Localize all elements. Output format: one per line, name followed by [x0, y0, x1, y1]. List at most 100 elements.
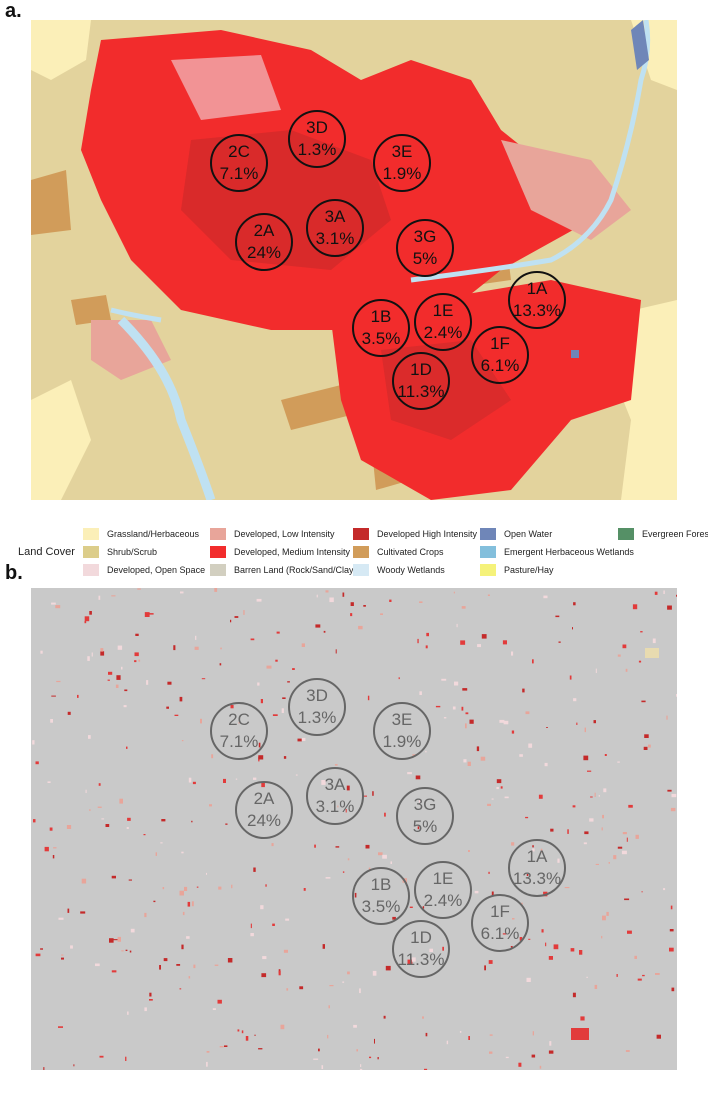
zone-id: 3G: [413, 795, 437, 814]
legend-label: Barren Land (Rock/Sand/Clay): [234, 565, 357, 575]
zone-percent: 1.9%: [382, 164, 422, 183]
legend-swatch: [480, 546, 496, 558]
legend-label: Developed High Intensity: [377, 529, 478, 539]
zone-circle-1b: 1B 3.5%: [352, 867, 410, 925]
zone-id: 2A: [253, 789, 275, 808]
legend-item: Developed, Medium Intensity: [210, 546, 350, 558]
zone-circle-3a: 3A 3.1%: [306, 767, 364, 825]
zone-percent: 3.5%: [361, 897, 401, 916]
legend-swatch: [83, 528, 99, 540]
zone-circle-3d: 3D 1.3%: [288, 110, 346, 168]
zone-percent: 5%: [412, 817, 438, 836]
zone-percent: 13.3%: [512, 301, 562, 320]
zone-circle-1d: 1D 11.3%: [392, 352, 450, 410]
legend-swatch: [480, 528, 496, 540]
zone-circle-1d: 1D 11.3%: [392, 920, 450, 978]
zone-circle-3d: 3D 1.3%: [288, 678, 346, 736]
zone-id: 1B: [370, 875, 392, 894]
legend-item: Shrub/Scrub: [83, 546, 157, 558]
legend-swatch: [210, 528, 226, 540]
legend-swatch: [210, 564, 226, 576]
legend-item: Grassland/Herbaceous: [83, 528, 199, 540]
zone-percent: 6.1%: [480, 924, 520, 943]
legend-label: Developed, Open Space: [107, 565, 206, 575]
zone-percent: 3.1%: [315, 229, 355, 248]
zone-circle-2a: 2A 24%: [235, 213, 293, 271]
zone-id: 2C: [228, 142, 250, 161]
zone-percent: 1.3%: [297, 140, 337, 159]
zone-percent: 5%: [412, 249, 438, 268]
panel-a-label: a.: [5, 0, 22, 22]
legend-label: Grassland/Herbaceous: [107, 529, 200, 539]
zone-circle-3e: 3E 1.9%: [373, 702, 431, 760]
zone-id: 3A: [324, 207, 346, 226]
legend-swatch: [353, 564, 369, 576]
legend-label: Evergreen Forest: [642, 529, 708, 539]
zone-id: 3D: [306, 686, 328, 705]
legend-title: Land Cover: [18, 546, 75, 558]
zone-id: 2A: [253, 221, 275, 240]
change-pixels: [32, 588, 677, 1070]
legend-swatch: [83, 546, 99, 558]
zone-id: 1A: [526, 847, 548, 866]
zone-id: 3D: [306, 118, 328, 137]
zone-percent: 3.5%: [361, 329, 401, 348]
zone-id: 1F: [490, 902, 510, 921]
legend-label: Shrub/Scrub: [107, 547, 158, 557]
land-cover-shapes: [31, 20, 677, 500]
map-legend: Land Cover Grassland/Herbaceous Shrub/Sc…: [18, 528, 708, 583]
legend-swatch: [480, 564, 496, 576]
zone-id: 3A: [324, 775, 346, 794]
zone-circle-2a: 2A 24%: [235, 781, 293, 839]
zone-circle-2c: 2C 7.1%: [210, 702, 268, 760]
zone-percent: 7.1%: [219, 732, 259, 751]
legend-item: Woody Wetlands: [353, 564, 445, 576]
zone-percent: 13.3%: [512, 869, 562, 888]
zone-percent: 2.4%: [423, 323, 463, 342]
zone-id: 1D: [410, 360, 432, 379]
legend-swatch: [618, 528, 634, 540]
legend-item: Developed High Intensity: [353, 528, 477, 540]
zone-circle-3a: 3A 3.1%: [306, 199, 364, 257]
zone-id: 3E: [391, 710, 413, 729]
zone-percent: 7.1%: [219, 164, 259, 183]
zone-id: 1F: [490, 334, 510, 353]
legend-label: Open Water: [504, 529, 553, 539]
legend-label: Pasture/Hay: [504, 565, 554, 575]
legend-item: Emergent Herbaceous Wetlands: [480, 546, 634, 558]
legend-label: Emergent Herbaceous Wetlands: [504, 547, 634, 557]
zone-circle-1b: 1B 3.5%: [352, 299, 410, 357]
zone-percent: 24%: [246, 811, 282, 830]
zone-circle-3e: 3E 1.9%: [373, 134, 431, 192]
zone-circle-2c: 2C 7.1%: [210, 134, 268, 192]
panel-b-label: b.: [5, 562, 23, 584]
legend-swatch: [83, 564, 99, 576]
zone-id: 2C: [228, 710, 250, 729]
zone-id: 1D: [410, 928, 432, 947]
legend-swatch: [210, 546, 226, 558]
zone-circle-1e: 1E 2.4%: [414, 293, 472, 351]
zone-id: 3E: [391, 142, 413, 161]
legend-item: Developed, Low Intensity: [210, 528, 335, 540]
zone-id: 1E: [432, 301, 454, 320]
zone-percent: 2.4%: [423, 891, 463, 910]
zone-percent: 3.1%: [315, 797, 355, 816]
legend-item: Pasture/Hay: [480, 564, 554, 576]
legend-item: Cultivated Crops: [353, 546, 444, 558]
zone-percent: 24%: [246, 243, 282, 262]
legend-swatch: [353, 528, 369, 540]
zone-circle-3g: 3G 5%: [396, 787, 454, 845]
legend-item: Developed, Open Space: [83, 564, 205, 576]
zone-circle-3g: 3G 5%: [396, 219, 454, 277]
zone-id: 3G: [413, 227, 437, 246]
land-cover-map: 3D 1.3% 2C 7.1% 3E 1.9% 2A 24% 3A 3.1% 3G 5% 1A 13.3%…: [31, 20, 677, 500]
zone-id: 1B: [370, 307, 392, 326]
zone-percent: 11.3%: [397, 950, 445, 969]
zone-id: 1A: [526, 279, 548, 298]
legend-label: Developed, Low Intensity: [234, 529, 335, 539]
zone-percent: 1.9%: [382, 732, 422, 751]
zone-circle-1e: 1E 2.4%: [414, 861, 472, 919]
legend-item: Evergreen Forest: [618, 528, 708, 540]
legend-item: Open Water: [480, 528, 552, 540]
zone-circle-1f: 1F 6.1%: [471, 894, 529, 952]
